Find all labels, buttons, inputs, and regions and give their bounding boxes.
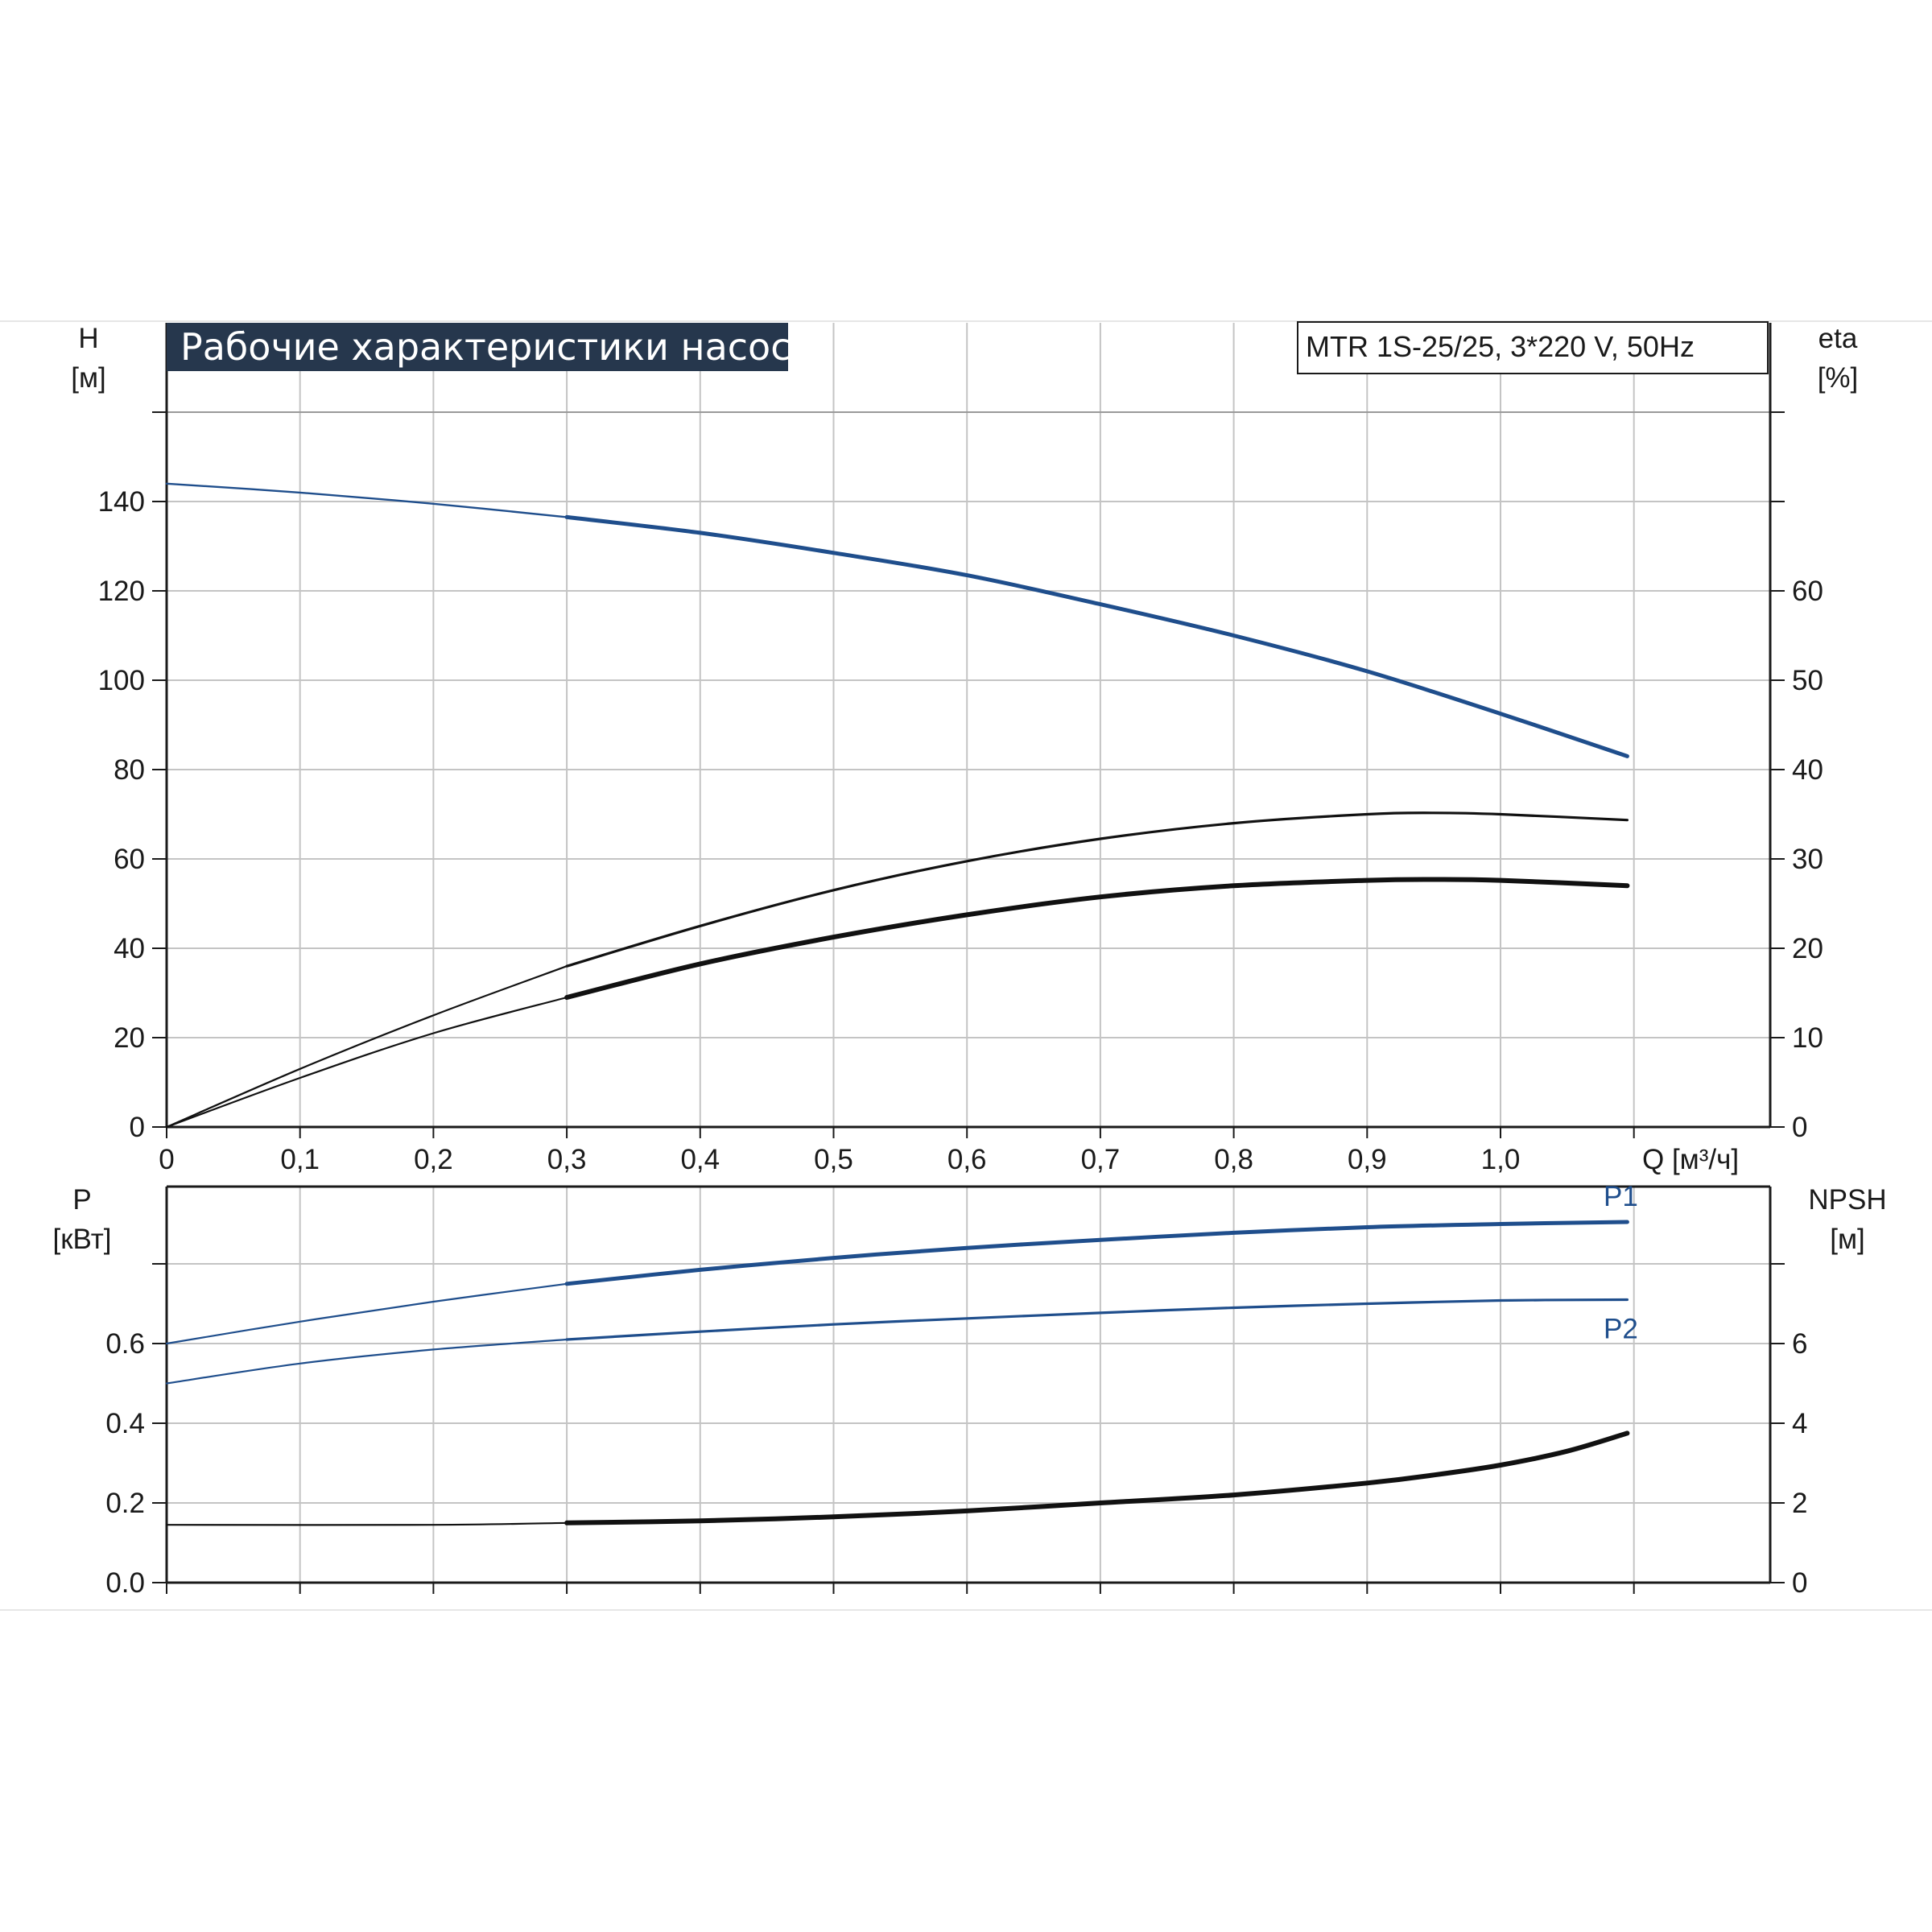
x-tick-label: 1,0 xyxy=(1481,1144,1521,1175)
right-tick-label: 20 xyxy=(1792,933,1823,964)
x-axis-title: Q [м³/ч] xyxy=(1642,1144,1739,1175)
top-divider xyxy=(0,320,1932,322)
series-label-p1: P1 xyxy=(1604,1181,1638,1212)
right-tick-label: 6 xyxy=(1792,1328,1807,1360)
series-line-curve-0-2-low-flow xyxy=(165,996,568,1129)
x-tick-label: 0,8 xyxy=(1214,1144,1253,1175)
series-line-curve-0-0-low-flow xyxy=(165,482,568,518)
left-tick-label: 0 xyxy=(130,1112,145,1143)
right-tick-label: 40 xyxy=(1792,754,1823,786)
left-tick-label: 0.6 xyxy=(105,1328,145,1360)
right-tick-label: 50 xyxy=(1792,665,1823,696)
right-axis-title: NPSH xyxy=(1808,1184,1886,1216)
left-tick-label: 0.0 xyxy=(105,1567,145,1599)
series-line-p2 xyxy=(565,1298,1629,1341)
right-axis-unit: [м] xyxy=(1830,1224,1865,1255)
right-tick-label: 60 xyxy=(1792,576,1823,607)
right-axis-unit: [%] xyxy=(1818,362,1859,394)
series-line-p1 xyxy=(564,1220,1629,1286)
series-line-curve-0-2 xyxy=(564,877,1630,1000)
left-tick-label: 20 xyxy=(114,1022,145,1054)
x-tick-label: 0 xyxy=(159,1144,174,1175)
series-line-curve-1-2-low-flow xyxy=(165,1521,568,1526)
x-tick-label: 0,2 xyxy=(414,1144,453,1175)
x-tick-label: 0,7 xyxy=(1081,1144,1121,1175)
left-axis-unit: [кВт] xyxy=(53,1224,112,1255)
left-axis-unit: [м] xyxy=(71,362,106,394)
series-line-p1-low-flow xyxy=(165,1282,568,1345)
left-tick-label: 0.2 xyxy=(105,1488,145,1519)
left-tick-label: 40 xyxy=(114,933,145,964)
x-tick-label: 0,3 xyxy=(547,1144,587,1175)
series-line-p2-low-flow xyxy=(165,1338,568,1385)
series-line-curve-1-2 xyxy=(564,1430,1630,1525)
chart-title: Рабочие характеристики насоса xyxy=(180,325,814,369)
left-axis-title: H xyxy=(78,323,98,354)
right-tick-label: 10 xyxy=(1792,1022,1823,1054)
x-tick-label: 0,9 xyxy=(1348,1144,1387,1175)
right-tick-label: 0 xyxy=(1792,1112,1807,1143)
x-tick-label: 0,5 xyxy=(814,1144,853,1175)
left-tick-label: 100 xyxy=(98,665,145,696)
series-label-p2: P2 xyxy=(1604,1314,1638,1345)
left-tick-label: 80 xyxy=(114,754,145,786)
model-box xyxy=(1297,321,1769,374)
x-tick-label: 0,1 xyxy=(280,1144,320,1175)
left-tick-label: 60 xyxy=(114,844,145,875)
right-tick-label: 0 xyxy=(1792,1567,1807,1599)
chart-overlays: Рабочие характеристики насоса MTR 1S-25/… xyxy=(167,321,1769,374)
left-axis-title: P xyxy=(72,1184,91,1216)
left-tick-label: 120 xyxy=(98,576,145,607)
right-tick-label: 4 xyxy=(1792,1408,1807,1439)
right-axis-title: eta xyxy=(1818,323,1858,354)
x-tick-label: 0,6 xyxy=(947,1144,987,1175)
left-tick-label: 140 xyxy=(98,486,145,518)
right-tick-label: 30 xyxy=(1792,844,1823,875)
bottom-divider xyxy=(0,1609,1932,1611)
title-box xyxy=(167,323,788,371)
series-line-curve-0-0 xyxy=(564,514,1629,758)
series-line-curve-0-1-low-flow xyxy=(165,965,568,1129)
right-tick-label: 2 xyxy=(1792,1488,1807,1519)
left-tick-label: 0.4 xyxy=(105,1408,145,1439)
upper-plot: 0 20 40 60 80 100 120 140 0 10 20 30 40 50 60 H [м] eta [%… xyxy=(71,323,1858,1175)
model-label: MTR 1S-25/25, 3*220 V, 50Hz xyxy=(1306,330,1695,363)
series-line-curve-0-1 xyxy=(565,811,1629,968)
x-tick-label: 0,4 xyxy=(680,1144,720,1175)
lower-plot: 0.0 0.2 0.4 0.6 0 2 4 6 P [кВт] NPSH [м] P1 P2 xyxy=(53,1181,1887,1599)
